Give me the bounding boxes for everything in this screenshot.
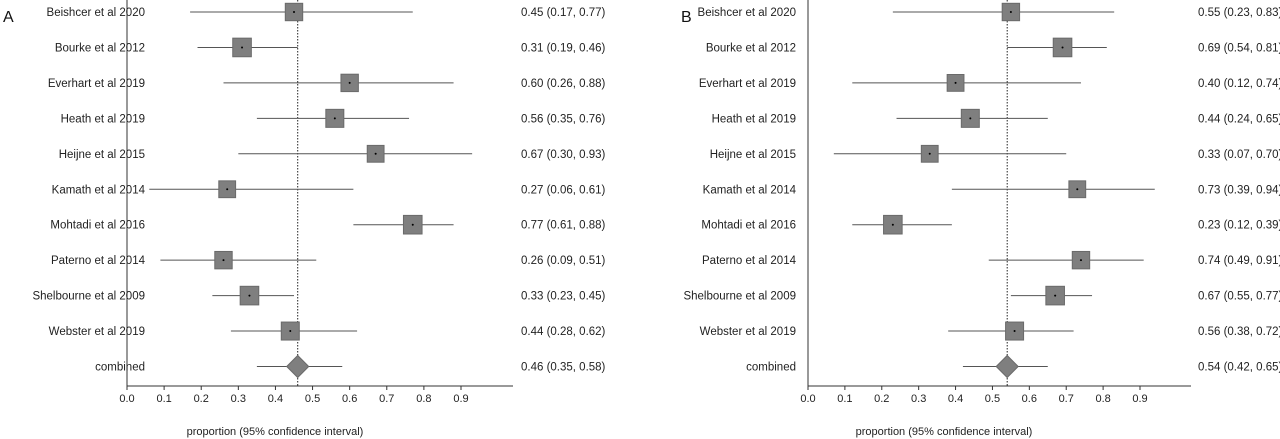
study-estimate-text: 0.67 (0.30, 0.93)	[521, 149, 606, 161]
study-estimate-text: 0.56 (0.35, 0.76)	[521, 113, 606, 125]
study-label: Heath et al 2019	[712, 113, 796, 125]
combined-estimate-diamond	[286, 354, 310, 379]
study-point-dot	[348, 81, 351, 84]
study-point-dot	[1054, 294, 1057, 297]
study-estimate-text: 0.33 (0.07, 0.70)	[1198, 149, 1280, 161]
study-estimate-text: 0.77 (0.61, 0.88)	[521, 220, 606, 232]
study-estimate-text: 0.73 (0.39, 0.94)	[1198, 184, 1280, 196]
x-tick-label: 0.4	[268, 393, 283, 405]
x-tick-label: 0.1	[837, 393, 852, 405]
study-label: Webster et al 2019	[700, 326, 796, 338]
study-estimate-text: 0.40 (0.12, 0.74)	[1198, 78, 1280, 90]
study-label: Kamath et al 2014	[52, 184, 146, 196]
study-label: Kamath et al 2014	[703, 184, 797, 196]
x-tick-label: 0.2	[874, 393, 889, 405]
x-tick-label: 0.9	[1132, 393, 1147, 405]
x-tick-label: 0.4	[948, 393, 963, 405]
study-estimate-text: 0.23 (0.12, 0.39)	[1198, 220, 1280, 232]
combined-estimate-text: 0.46 (0.35, 0.58)	[521, 362, 606, 374]
x-tick-label: 0.3	[911, 393, 926, 405]
study-estimate-text: 0.67 (0.55, 0.77)	[1198, 291, 1280, 303]
x-tick-label: 0.5	[985, 393, 1000, 405]
x-tick-label: 0.3	[231, 393, 246, 405]
study-label: Everhart et al 2019	[48, 78, 145, 90]
study-point-dot	[969, 117, 972, 120]
study-point-dot	[1079, 259, 1082, 262]
study-label: Everhart et al 2019	[699, 78, 796, 90]
study-point-dot	[293, 11, 295, 13]
study-label: Paterno et al 2014	[702, 255, 797, 267]
x-tick-label: 0.6	[1022, 393, 1037, 405]
x-tick-label: 0.9	[453, 393, 468, 405]
study-estimate-text: 0.56 (0.38, 0.72)	[1198, 326, 1280, 338]
study-point-dot	[954, 81, 957, 84]
study-estimate-text: 0.69 (0.54, 0.81)	[1198, 42, 1280, 54]
x-tick-label: 0.7	[1059, 393, 1074, 405]
study-label: Shelbourne et al 2009	[683, 291, 796, 303]
study-point-dot	[1009, 11, 1012, 13]
study-point-dot	[411, 223, 414, 226]
study-point-dot	[289, 330, 292, 333]
study-estimate-text: 0.31 (0.19, 0.46)	[521, 42, 606, 54]
x-tick-label: 0.1	[156, 393, 171, 405]
panel-label: B	[681, 9, 692, 26]
study-label: Heijne et al 2015	[59, 149, 145, 161]
x-tick-label: 0.7	[379, 393, 394, 405]
x-tick-label: 0.8	[416, 393, 431, 405]
study-point-dot	[374, 152, 377, 155]
x-tick-label: 0.5	[305, 393, 320, 405]
study-estimate-text: 0.45 (0.17, 0.77)	[521, 7, 606, 19]
study-estimate-text: 0.44 (0.28, 0.62)	[521, 326, 606, 338]
study-point-dot	[248, 294, 251, 297]
study-point-dot	[333, 117, 336, 120]
study-label: Bourke et al 2012	[706, 42, 796, 54]
study-label: Bourke et al 2012	[55, 42, 145, 54]
study-label: Mohtadi et al 2016	[50, 220, 145, 232]
x-axis-title: proportion (95% confidence interval)	[187, 426, 364, 438]
study-label: Paterno et al 2014	[51, 255, 146, 267]
study-label: Mohtadi et al 2016	[701, 220, 796, 232]
study-estimate-text: 0.27 (0.06, 0.61)	[521, 184, 606, 196]
study-point-dot	[241, 46, 244, 49]
study-point-dot	[891, 223, 894, 226]
x-tick-label: 0.8	[1095, 393, 1110, 405]
study-estimate-text: 0.26 (0.09, 0.51)	[521, 255, 606, 267]
study-label: Beishcer et al 2020	[47, 7, 145, 19]
combined-label: combined	[95, 362, 145, 374]
combined-estimate-text: 0.54 (0.42, 0.65)	[1198, 362, 1280, 374]
x-tick-label: 0.6	[342, 393, 357, 405]
study-point-dot	[1076, 188, 1079, 191]
study-label: Webster et al 2019	[49, 326, 145, 338]
x-tick-label: 0.2	[194, 393, 209, 405]
combined-estimate-diamond	[995, 354, 1019, 379]
study-point-dot	[1013, 330, 1016, 333]
study-point-dot	[222, 259, 225, 262]
study-label: Shelbourne et al 2009	[32, 291, 145, 303]
study-point-dot	[928, 152, 931, 155]
combined-label: combined	[746, 362, 796, 374]
x-tick-label: 0.0	[119, 393, 134, 405]
panel-label: A	[3, 9, 14, 26]
study-estimate-text: 0.33 (0.23, 0.45)	[521, 291, 606, 303]
study-estimate-text: 0.60 (0.26, 0.88)	[521, 78, 606, 90]
study-estimate-text: 0.44 (0.24, 0.65)	[1198, 113, 1280, 125]
x-axis-title: proportion (95% confidence interval)	[856, 426, 1033, 438]
study-label: Heath et al 2019	[61, 113, 145, 125]
study-label: Heijne et al 2015	[710, 149, 796, 161]
study-point-dot	[226, 188, 229, 191]
study-label: Beishcer et al 2020	[698, 7, 796, 19]
study-point-dot	[1061, 46, 1064, 49]
study-estimate-text: 0.55 (0.23, 0.83)	[1198, 7, 1280, 19]
x-tick-label: 0.0	[800, 393, 815, 405]
study-estimate-text: 0.74 (0.49, 0.91)	[1198, 255, 1280, 267]
